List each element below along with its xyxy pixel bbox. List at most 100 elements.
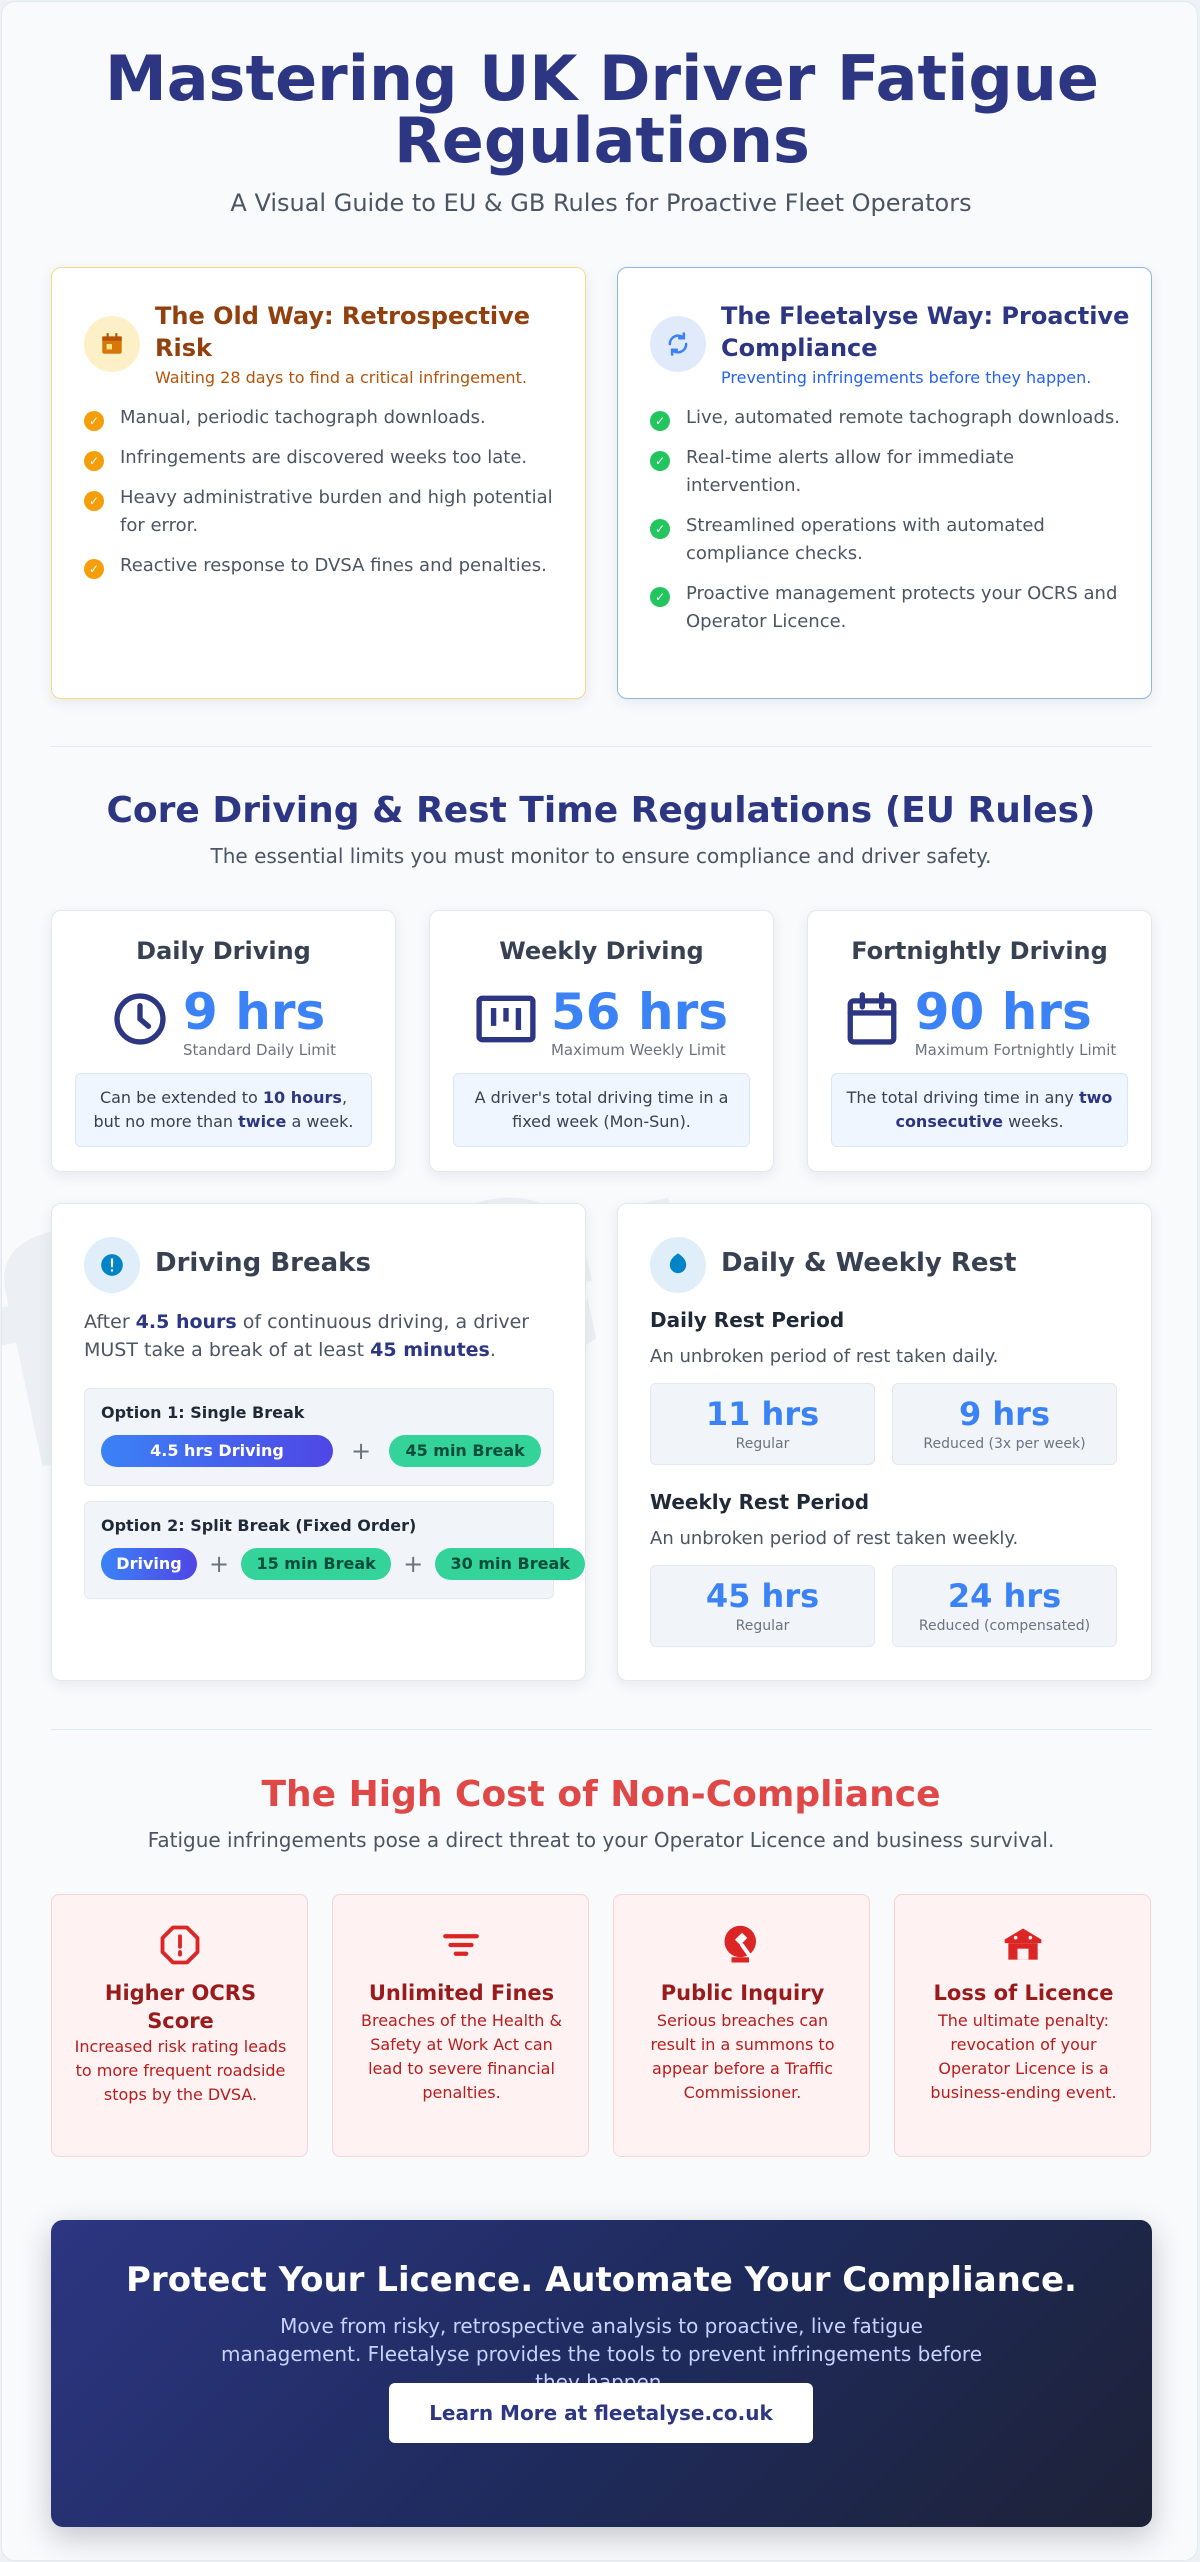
weekly-rest-regular: 45 hrs Regular — [650, 1565, 875, 1647]
plus-sign: + — [209, 1550, 230, 1578]
core-section-title: Core Driving & Rest Time Regulations (EU… — [106, 790, 1096, 831]
daily-rest-reduced: 9 hrs Reduced (3x per week) — [892, 1383, 1117, 1465]
stat-caption: Maximum Weekly Limit — [550, 1041, 726, 1059]
daily-rest-text: An unbroken period of rest taken daily. — [650, 1346, 999, 1367]
weekly-driving-card: Weekly Driving 56 hrs Maximum Weekly Lim… — [429, 910, 774, 1172]
warning-shield-icon — [52, 1923, 307, 1971]
list-item: ✓ Heavy administrative burden and high po… — [84, 484, 564, 540]
cost-text: Increased risk rating leads to more freq… — [74, 2037, 287, 2104]
cta-title: Protect Your Licence. Automate Your Comp… — [126, 2260, 1077, 2300]
check-icon: ✓ — [84, 491, 104, 511]
fleetalyse-way-list: ✓ Live, automated remote tachograph downl… — [650, 404, 1130, 648]
stat-heading: Daily Driving — [136, 937, 311, 965]
cost-title: Higher OCRS Score — [104, 1981, 257, 2033]
list-item: ✓ Live, automated remote tachograph downl… — [650, 404, 1130, 432]
check-icon: ✓ — [84, 559, 104, 579]
sync-icon — [650, 316, 706, 372]
option-label: Option 1: Single Break — [101, 1403, 305, 1422]
break-option-split: Option 2: Split Break (Fixed Order) Driv… — [84, 1501, 586, 1599]
section-divider — [51, 746, 1152, 747]
info-icon — [84, 1237, 140, 1293]
daily-driving-card: Daily Driving 9 hrs Standard Daily Limit… — [51, 910, 396, 1172]
daily-rest-regular: 11 hrs Regular — [650, 1383, 875, 1465]
page-subtitle: A Visual Guide to EU & GB Rules for Proa… — [230, 189, 972, 217]
old-way-list: ✓ Manual, periodic tachograph downloads. … — [84, 404, 564, 592]
check-icon: ✓ — [650, 411, 670, 431]
filter-icon — [333, 1923, 588, 1971]
cost-card-ocrs: Higher OCRS Score Increased risk rating … — [51, 1894, 308, 2157]
list-item: ✓ Real-time alerts allow for immediate in… — [650, 444, 1130, 500]
stat-value: 56 hrs — [550, 983, 728, 1041]
check-icon: ✓ — [650, 519, 670, 539]
list-item: ✓ Infringements are discovered weeks too … — [84, 444, 564, 472]
list-item: ✓ Manual, periodic tachograph downloads. — [84, 404, 564, 432]
fortnightly-driving-card: Fortnightly Driving 90 hrs Maximum Fortn… — [807, 910, 1152, 1172]
cost-title: Public Inquiry — [660, 1981, 825, 2005]
cta-banner: Protect Your Licence. Automate Your Comp… — [51, 2220, 1152, 2527]
cost-card-inquiry: Public Inquiry Serious breaches can resu… — [613, 1894, 870, 2157]
list-item: ✓ Reactive response to DVSA fines and pen… — [84, 552, 564, 580]
breaks-description: After 4.5 hours of continuous driving, a… — [84, 1311, 530, 1361]
cost-card-fines: Unlimited Fines Breaches of the Health &… — [332, 1894, 589, 2157]
cost-text: Serious breaches can result in a summons… — [650, 2011, 835, 2102]
core-section-subtitle: The essential limits you must monitor to… — [210, 844, 992, 868]
rest-card: Daily & Weekly Rest Daily Rest Period An… — [617, 1203, 1152, 1681]
costs-section-subtitle: Fatigue infringements pose a direct thre… — [147, 1828, 1055, 1852]
cost-text: Breaches of the Health & Safety at Work … — [360, 2011, 562, 2102]
stat-value: 90 hrs — [914, 983, 1092, 1041]
plus-sign: + — [403, 1550, 424, 1578]
check-icon: ✓ — [650, 451, 670, 471]
stat-caption: Standard Daily Limit — [183, 1041, 336, 1059]
cost-title: Loss of Licence — [933, 1981, 1114, 2005]
list-item: ✓ Proactive management protects your OCRS… — [650, 580, 1130, 636]
cost-text: The ultimate penalty: revocation of your… — [930, 2011, 1117, 2102]
rest-title: Daily & Weekly Rest — [721, 1248, 1017, 1278]
driving-breaks-card: Driving Breaks After 4.5 hours of contin… — [51, 1203, 586, 1681]
option-label: Option 2: Split Break (Fixed Order) — [101, 1516, 417, 1535]
cta-text: Move from risky, retrospective analysis … — [220, 2314, 983, 2394]
chart-box-icon — [475, 993, 537, 1049]
calendar-icon — [84, 316, 140, 372]
stat-note: A driver's total driving time in a fixed… — [453, 1073, 750, 1147]
stat-caption: Maximum Fortnightly Limit — [914, 1041, 1117, 1059]
break-option-single: Option 1: Single Break 4.5 hrs Driving +… — [84, 1388, 554, 1486]
break-pill-15: 15 min Break — [241, 1548, 392, 1580]
weekly-rest-text: An unbroken period of rest taken weekly. — [650, 1528, 1019, 1549]
cost-title: Unlimited Fines — [368, 1981, 555, 2005]
moon-icon — [650, 1237, 706, 1293]
fleetalyse-way-card: The Fleetalyse Way: Proactive Compliance… — [617, 267, 1152, 699]
stat-heading: Weekly Driving — [499, 937, 704, 965]
plus-sign: + — [351, 1437, 372, 1465]
driving-pill: 4.5 hrs Driving — [101, 1435, 333, 1467]
gavel-icon — [614, 1923, 869, 1971]
page-title: Mastering UK Driver Fatigue Regulations — [105, 42, 1099, 177]
driving-pill: Driving — [101, 1548, 197, 1580]
calendar-outline-icon — [843, 990, 901, 1052]
weekly-rest-reduced: 24 hrs Reduced (compensated) — [892, 1565, 1117, 1647]
check-icon: ✓ — [84, 451, 104, 471]
old-way-tagline: Waiting 28 days to find a critical infri… — [155, 368, 527, 387]
weekly-rest-heading: Weekly Rest Period — [650, 1490, 870, 1514]
stat-note: Can be extended to 10 hours, but no more… — [75, 1073, 372, 1147]
check-icon: ✓ — [650, 587, 670, 607]
break-pill-30: 30 min Break — [435, 1548, 586, 1580]
fleetalyse-way-title: The Fleetalyse Way: Proactive Compliance — [721, 302, 1130, 362]
break-pill: 45 min Break — [389, 1435, 542, 1467]
old-way-title: The Old Way: Retrospective Risk — [155, 302, 531, 362]
stat-heading: Fortnightly Driving — [851, 937, 1108, 965]
list-item: ✓ Streamlined operations with automated c… — [650, 512, 1130, 568]
breaks-title: Driving Breaks — [155, 1248, 371, 1278]
check-icon: ✓ — [84, 411, 104, 431]
old-way-card: The Old Way: Retrospective Risk Waiting … — [51, 267, 586, 699]
clock-icon — [111, 990, 169, 1052]
learn-more-button[interactable]: Learn More at fleetalyse.co.uk — [389, 2383, 813, 2443]
shop-closed-icon — [895, 1923, 1150, 1971]
fleetalyse-way-tagline: Preventing infringements before they hap… — [721, 368, 1092, 387]
costs-section-title: The High Cost of Non-Compliance — [261, 1774, 941, 1815]
section-divider — [51, 1729, 1152, 1730]
daily-rest-heading: Daily Rest Period — [650, 1308, 845, 1332]
stat-note: The total driving time in any two consec… — [831, 1073, 1128, 1147]
stat-value: 9 hrs — [183, 983, 326, 1041]
cost-card-licence: Loss of Licence The ultimate penalty: re… — [894, 1894, 1151, 2157]
